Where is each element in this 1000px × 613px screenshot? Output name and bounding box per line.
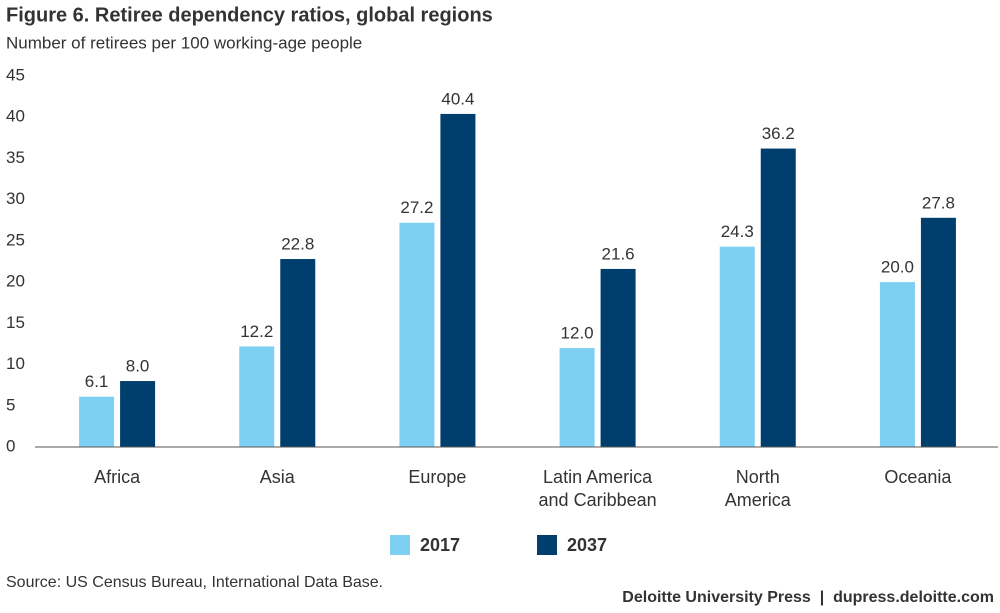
bar xyxy=(239,346,275,447)
y-tick-label: 5 xyxy=(6,395,15,414)
value-label: 27.8 xyxy=(922,193,955,212)
bar xyxy=(280,259,316,447)
value-label: 27.2 xyxy=(400,198,433,217)
bar xyxy=(879,282,915,447)
x-tick-label: Africa xyxy=(94,467,141,487)
x-tick-label: Oceania xyxy=(884,467,952,487)
legend-swatch xyxy=(390,535,410,555)
value-label: 12.2 xyxy=(240,322,273,341)
legend-label: 2017 xyxy=(420,535,460,555)
bar xyxy=(760,148,796,447)
value-label: 20.0 xyxy=(881,258,914,277)
bar xyxy=(440,113,476,448)
bar xyxy=(120,381,156,447)
value-label: 24.3 xyxy=(721,222,754,241)
value-label: 12.0 xyxy=(561,324,594,343)
chart-title: Figure 6. Retiree dependency ratios, glo… xyxy=(6,4,493,26)
x-tick-label: Europe xyxy=(408,467,467,487)
legend-label: 2037 xyxy=(567,535,607,555)
y-tick-label: 35 xyxy=(6,148,25,167)
y-tick-label: 15 xyxy=(6,313,25,332)
y-tick-label: 10 xyxy=(6,354,25,373)
value-label: 8.0 xyxy=(126,357,150,376)
y-tick-label: 30 xyxy=(6,189,25,208)
bar xyxy=(79,396,115,447)
bar xyxy=(920,217,956,447)
y-tick-label: 0 xyxy=(6,436,15,455)
y-tick-label: 20 xyxy=(6,272,25,291)
chart-subtitle: Number of retirees per 100 working-age p… xyxy=(6,33,362,52)
value-label: 21.6 xyxy=(602,244,635,263)
bar xyxy=(600,268,636,447)
bar xyxy=(399,222,435,447)
source: Source: US Census Bureau, International … xyxy=(6,574,383,591)
legend-swatch xyxy=(537,535,557,555)
x-tick-label: North America xyxy=(724,467,791,510)
x-tick-label: Asia xyxy=(259,467,295,487)
y-tick-label: 40 xyxy=(6,107,25,126)
bar xyxy=(559,348,595,447)
value-label: 6.1 xyxy=(85,372,109,391)
y-tick-label: 45 xyxy=(6,65,25,84)
credit: Deloitte University Press | dupress.delo… xyxy=(622,589,994,606)
value-label: 36.2 xyxy=(762,124,795,143)
y-tick-label: 25 xyxy=(6,230,25,249)
value-label: 22.8 xyxy=(281,235,314,254)
x-tick-label: Latin America and Caribbean xyxy=(538,467,657,510)
value-label: 40.4 xyxy=(441,89,474,108)
bar xyxy=(719,246,755,447)
